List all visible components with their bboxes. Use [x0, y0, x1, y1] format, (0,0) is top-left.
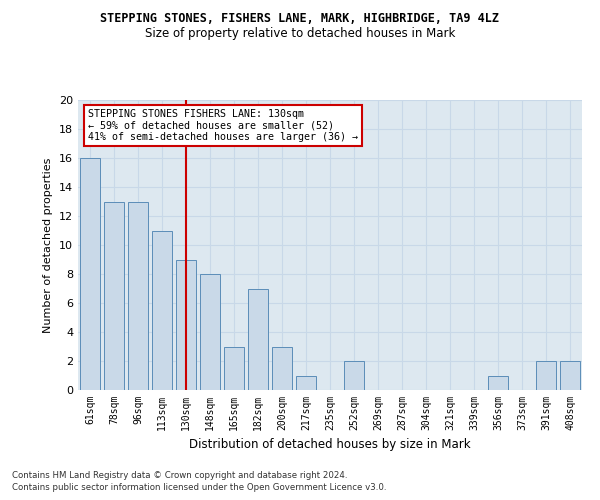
- Bar: [200, 274, 220, 390]
- Bar: [80, 158, 100, 390]
- Bar: [152, 230, 172, 390]
- Bar: [104, 202, 124, 390]
- Bar: [272, 346, 292, 390]
- Text: Size of property relative to detached houses in Mark: Size of property relative to detached ho…: [145, 28, 455, 40]
- Bar: [248, 288, 268, 390]
- Bar: [176, 260, 196, 390]
- Text: Contains HM Land Registry data © Crown copyright and database right 2024.: Contains HM Land Registry data © Crown c…: [12, 471, 347, 480]
- Bar: [560, 361, 580, 390]
- Bar: [128, 202, 148, 390]
- Bar: [344, 361, 364, 390]
- Bar: [488, 376, 508, 390]
- Text: Contains public sector information licensed under the Open Government Licence v3: Contains public sector information licen…: [12, 484, 386, 492]
- Bar: [224, 346, 244, 390]
- X-axis label: Distribution of detached houses by size in Mark: Distribution of detached houses by size …: [189, 438, 471, 452]
- Text: STEPPING STONES, FISHERS LANE, MARK, HIGHBRIDGE, TA9 4LZ: STEPPING STONES, FISHERS LANE, MARK, HIG…: [101, 12, 499, 26]
- Bar: [536, 361, 556, 390]
- Y-axis label: Number of detached properties: Number of detached properties: [43, 158, 53, 332]
- Text: STEPPING STONES FISHERS LANE: 130sqm
← 59% of detached houses are smaller (52)
4: STEPPING STONES FISHERS LANE: 130sqm ← 5…: [88, 108, 358, 142]
- Bar: [296, 376, 316, 390]
